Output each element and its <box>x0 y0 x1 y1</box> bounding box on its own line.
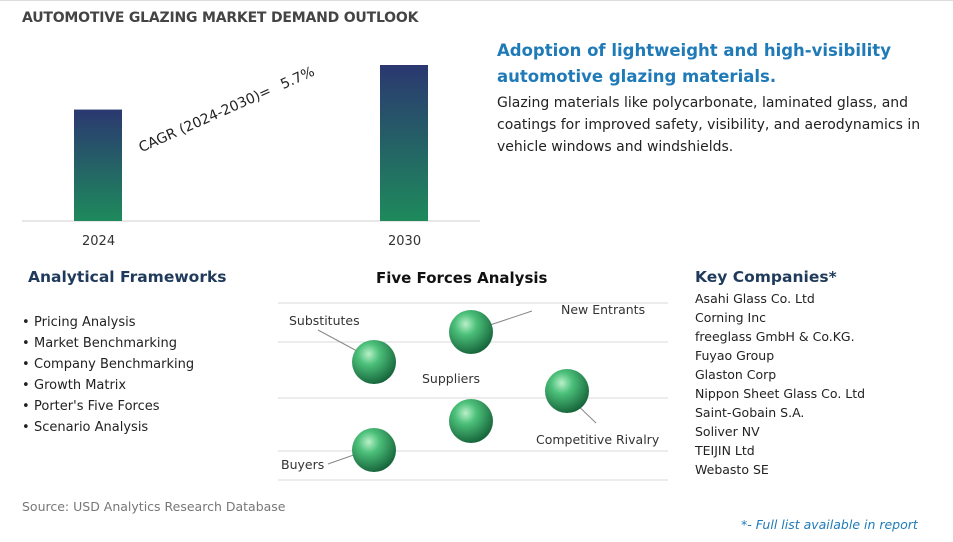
company-item: Webasto SE <box>695 462 769 477</box>
company-item: Saint-Gobain S.A. <box>695 405 805 420</box>
company-item: Asahi Glass Co. Ltd <box>695 291 815 306</box>
list-item: • Market Benchmarking <box>22 336 177 351</box>
force-ball-competitive-rivalry <box>545 369 589 413</box>
company-item: Soliver NV <box>695 424 760 439</box>
company-item: Fuyao Group <box>695 348 775 363</box>
company-item: freeglass GmbH & Co.KG. <box>695 329 855 344</box>
x-tick-label-2024: 2024 <box>82 234 116 249</box>
force-label-substitutes: Substitutes <box>289 313 360 328</box>
force-label-suppliers: Suppliers <box>422 371 480 386</box>
bar-2030 <box>380 65 428 221</box>
top-rule <box>0 0 953 1</box>
footnote: *- Full list available in report <box>741 517 918 532</box>
page-title: AUTOMOTIVE GLAZING MARKET DEMAND OUTLOOK <box>22 10 419 26</box>
list-item: • Porter's Five Forces <box>22 399 160 414</box>
list-item: • Scenario Analysis <box>22 420 149 435</box>
force-ball-buyers <box>352 428 396 472</box>
bar-2024 <box>74 109 122 221</box>
company-item: TEIJIN Ltd <box>695 443 755 458</box>
force-ball-substitutes <box>352 340 396 384</box>
force-ball-suppliers <box>449 399 493 443</box>
source-note: Source: USD Analytics Research Database <box>22 499 286 514</box>
description: Glazing materials like polycarbonate, la… <box>497 95 921 155</box>
frameworks-title: Analytical Frameworks <box>28 268 227 286</box>
force-ball-new-entrants <box>449 310 493 354</box>
bar-chart <box>22 65 480 222</box>
company-item: Glaston Corp <box>695 367 777 382</box>
frameworks-list: • Pricing Analysis • Market Benchmarking •… <box>22 312 194 438</box>
five-forces-title: Five Forces Analysis <box>376 269 548 287</box>
companies-title: Key Companies* <box>695 268 837 286</box>
force-label-competitive-rivalry: Competitive Rivalry <box>536 432 660 447</box>
list-item: • Pricing Analysis <box>22 315 136 330</box>
x-tick-label-2030: 2030 <box>388 234 422 249</box>
companies-list: Asahi Glass Co. Ltd Corning Inc freeglas… <box>695 289 865 479</box>
force-label-buyers: Buyers <box>281 457 324 472</box>
list-item: • Growth Matrix <box>22 378 127 393</box>
company-item: Nippon Sheet Glass Co. Ltd <box>695 386 866 401</box>
company-item: Corning Inc <box>695 310 767 325</box>
headline: Adoption of lightweight and high-visibil… <box>497 41 891 86</box>
five-forces-diagram: New Entrants Substitutes Suppliers Compe… <box>278 302 668 481</box>
list-item: • Company Benchmarking <box>22 357 195 372</box>
force-label-new-entrants: New Entrants <box>561 302 645 317</box>
